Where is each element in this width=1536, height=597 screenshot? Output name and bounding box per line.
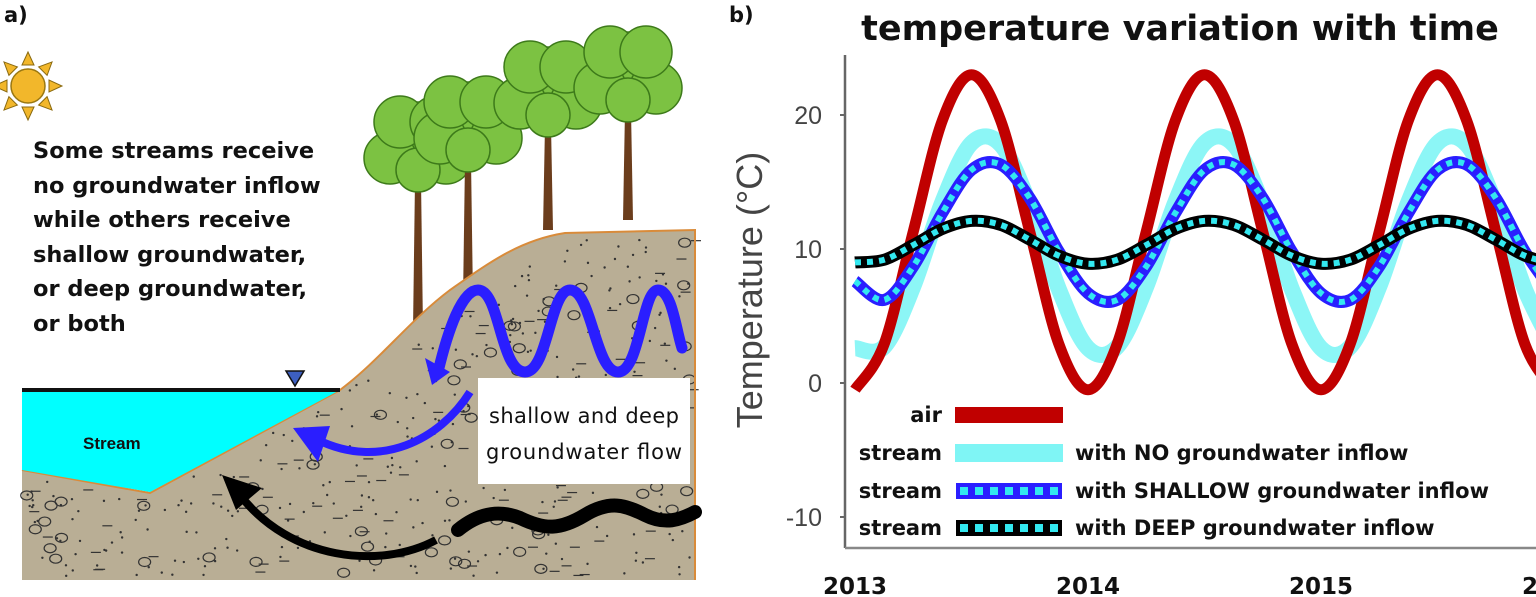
- x-tick-label: 2014: [1056, 574, 1120, 597]
- panel-b: b) temperature variation with time Tempe…: [729, 3, 1536, 597]
- legend-prefix: stream: [859, 516, 942, 540]
- stream-label: Stream: [83, 434, 141, 453]
- chart-series: [850, 69, 1536, 396]
- series-stream-with-no-groundwater-inflow-line: [853, 128, 1536, 363]
- flow-label-line-2: groundwater flow: [486, 440, 682, 464]
- panel-a: a) Stream shallow and deep groundwater f…: [0, 3, 702, 580]
- legend-item: stream with DEEP groundwater inflow: [859, 516, 1435, 540]
- y-tick-label: 20: [794, 102, 822, 130]
- sun-ray: [21, 50, 35, 66]
- y-axis-ticks: 20 10 0 -10: [786, 102, 845, 532]
- trees: [363, 25, 683, 330]
- shallow-flow-wave-arrowhead: [425, 358, 450, 385]
- description-text: Some streams receive no groundwater infl…: [33, 134, 321, 341]
- sun-ray: [0, 79, 8, 93]
- water-table-marker-icon: [284, 370, 306, 388]
- ground-surface-line: [21, 228, 696, 580]
- deep-flow-arrow: [236, 492, 438, 561]
- sun-ray: [48, 79, 64, 93]
- legend-label: with DEEP groundwater inflow: [1075, 516, 1435, 540]
- y-tick-label: 10: [794, 236, 822, 264]
- description-line: or deep groundwater,: [33, 276, 308, 302]
- series-air-line: [850, 69, 1536, 396]
- shallow-flow-arrow: [316, 389, 474, 456]
- description-line: shallow groundwater,: [33, 241, 307, 268]
- flow-label-line-1: shallow and deep: [489, 404, 679, 428]
- flow-label-box: [478, 378, 690, 484]
- x-tick-label: 2013: [823, 574, 887, 597]
- legend-prefix: air: [910, 403, 942, 427]
- legend-item: stream with NO groundwater inflow: [859, 441, 1409, 465]
- tree-icon: [573, 25, 683, 220]
- shallow-flow-wave: [432, 284, 688, 378]
- sun-icon: [0, 50, 64, 122]
- series-stream-with-deep-groundwater-inflow-line: [854, 214, 1536, 270]
- description-line: Some streams receive: [33, 138, 315, 164]
- description-line: or both: [33, 310, 126, 337]
- chart-title: temperature variation with time: [861, 9, 1499, 49]
- description-line: while others receive: [33, 207, 291, 233]
- x-axis-ticks: 2013 2014 2015 2016: [823, 574, 1536, 597]
- sun-ray: [37, 61, 53, 77]
- legend-label: with NO groundwater inflow: [1075, 441, 1408, 465]
- legend-prefix: stream: [859, 441, 942, 465]
- legend-prefix: stream: [859, 479, 942, 503]
- sun-ray: [21, 106, 35, 122]
- sun-ray: [3, 61, 19, 77]
- panel-b-label: b): [729, 3, 754, 27]
- x-tick-label: 2015: [1289, 574, 1353, 597]
- y-axis-label: Temperature (°C): [729, 152, 770, 428]
- ground: [22, 230, 695, 580]
- sun-ray: [3, 95, 19, 111]
- stream-water: [22, 390, 340, 492]
- shallow-flow-arrowhead: [293, 426, 330, 462]
- panel-a-label: a): [4, 3, 28, 27]
- legend-label: with SHALLOW groundwater inflow: [1075, 479, 1489, 503]
- description-line: no groundwater inflow: [33, 172, 321, 199]
- legend-item: air: [910, 403, 1063, 427]
- y-tick-label: -10: [786, 504, 822, 532]
- legend-item: stream with SHALLOW groundwater inflow: [859, 479, 1489, 503]
- x-tick-label: 2016: [1522, 574, 1536, 597]
- y-tick-label: 0: [808, 370, 822, 398]
- series-stream-with-deep-groundwater-inflow-line-dashes: [854, 217, 1536, 267]
- deep-flow-arrowhead: [222, 475, 262, 510]
- deep-flow-wave: [451, 498, 702, 537]
- series-stream-with-shallow-groundwater-inflow-line-dashes: [853, 159, 1536, 305]
- sun-ray: [37, 95, 53, 111]
